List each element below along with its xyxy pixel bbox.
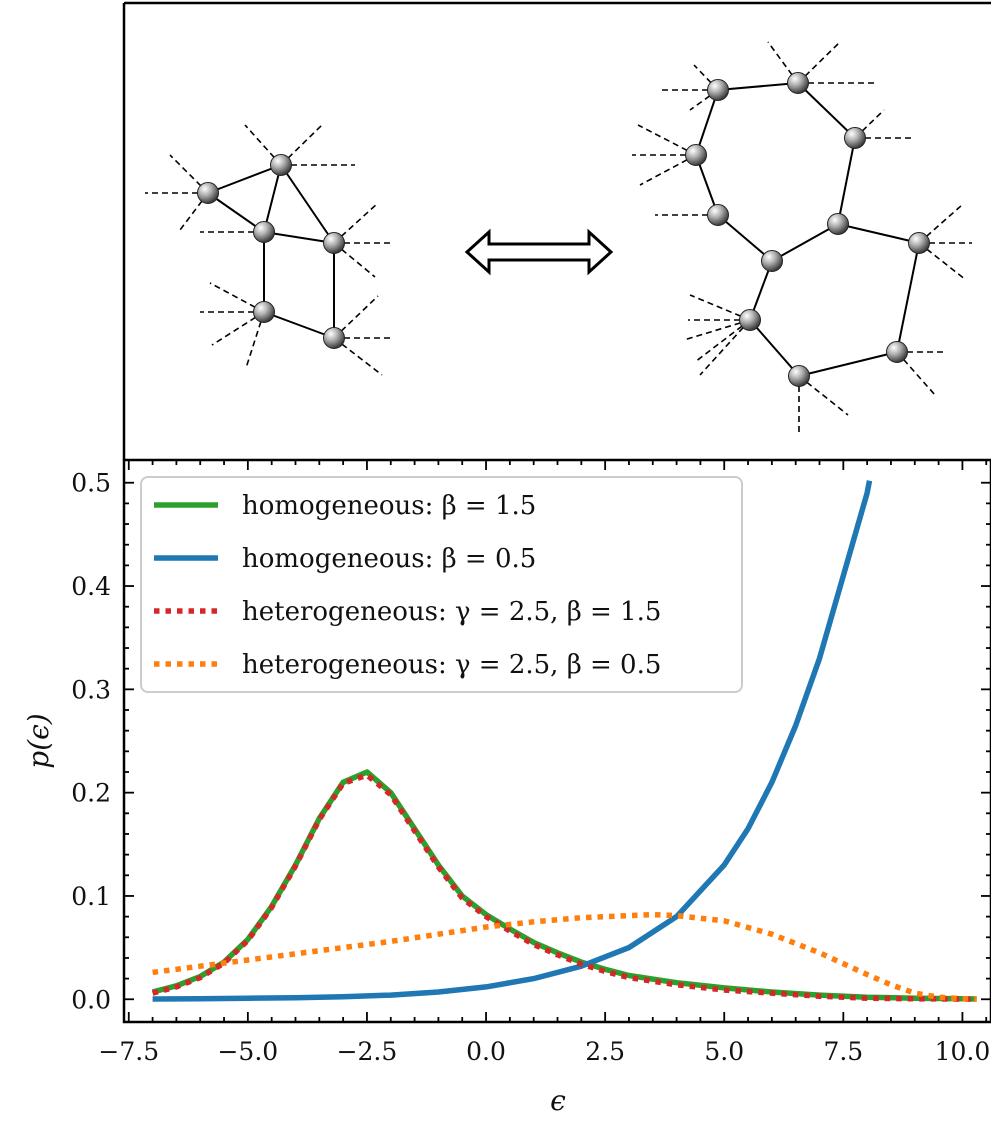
x-tick-label: 5.0 <box>704 1037 744 1066</box>
series-line-2 <box>151 772 977 1002</box>
small-network-dangling-link <box>169 154 209 194</box>
small-network-node <box>270 154 292 176</box>
x-axis-label: ϵ <box>550 1084 566 1117</box>
series-line-1 <box>152 480 873 1002</box>
small-network-dangling-link <box>179 192 209 231</box>
double-arrow-icon <box>464 228 614 276</box>
y-tick-label: 0.3 <box>71 675 111 704</box>
x-tick-label: 7.5 <box>823 1037 863 1066</box>
large-network-node <box>761 250 783 272</box>
large-network-edge <box>695 89 719 156</box>
small-network-node <box>197 182 219 204</box>
ticks-layer <box>124 460 991 1022</box>
large-network-node <box>827 213 849 235</box>
large-network-edge <box>717 214 773 262</box>
large-network-edge <box>717 82 799 91</box>
small-network-dangling-link <box>333 242 376 278</box>
small-network-edge <box>263 311 335 339</box>
large-network-node <box>788 365 810 387</box>
large-network-node <box>707 79 729 101</box>
y-tick-label: 0.2 <box>71 779 111 808</box>
small-network-dangling-link <box>244 124 282 166</box>
large-network-edge <box>837 137 856 225</box>
legend-items: homogeneous: β = 1.5 homogeneous: β = 0.5… <box>154 491 661 680</box>
large-network-edge <box>749 319 800 377</box>
large-network-dangling-link <box>694 319 751 363</box>
y-tick-label: 0.1 <box>71 882 111 911</box>
large-network-node <box>685 144 707 166</box>
large-network-node <box>886 341 908 363</box>
y-tick-label: 0.4 <box>71 572 111 601</box>
large-network-node <box>787 72 809 94</box>
small-network-edge <box>280 164 335 244</box>
small-network-node <box>253 301 275 323</box>
diagram-nodes <box>197 72 930 387</box>
small-network-node <box>253 221 275 243</box>
small-network-edge <box>263 164 282 233</box>
x-tick-label: −2.5 <box>337 1037 398 1066</box>
large-network-edge <box>896 242 920 353</box>
large-network-dangling-link <box>767 41 799 84</box>
large-network-dangling-link <box>854 109 885 139</box>
small-network-edge <box>207 192 265 233</box>
y-tick-label: 0.0 <box>71 985 111 1014</box>
large-network-dangling-link <box>699 319 751 376</box>
small-network-edge <box>207 164 282 194</box>
x-tick-label: −5.0 <box>217 1037 278 1066</box>
series-layer <box>151 480 977 1002</box>
diagram-edges <box>207 82 920 377</box>
series-line-0 <box>151 769 977 1002</box>
small-network-edge <box>263 231 335 244</box>
small-network-node <box>323 232 345 254</box>
tick-labels-layer: −7.5 −5.0 −2.5 0.0 2.5 5.0 7.5 10.0 0.0 0.1 0.2 0.3… <box>71 469 990 1066</box>
large-network-edge <box>771 223 839 262</box>
small-network-node <box>323 327 345 349</box>
large-network-edge <box>837 223 920 244</box>
legend-label-1: homogeneous: β = 0.5 <box>242 544 536 574</box>
legend: homogeneous: β = 1.5 homogeneous: β = 0.5… <box>140 476 743 693</box>
large-network-node <box>844 127 866 149</box>
large-network-node <box>739 309 761 331</box>
large-network-node <box>908 232 930 254</box>
legend-label-3: heterogeneous: γ = 2.5, β = 0.5 <box>242 650 661 680</box>
large-network-edge <box>798 351 898 377</box>
y-tick-label: 0.5 <box>71 469 111 498</box>
large-network-edge <box>797 82 856 139</box>
network-diagram-panel <box>122 1 991 460</box>
large-network-dangling-link <box>683 319 751 341</box>
x-tick-label: −7.5 <box>98 1037 159 1066</box>
x-tick-label: 2.5 <box>585 1037 625 1066</box>
x-tick-label: 10.0 <box>935 1037 991 1066</box>
legend-label-2: heterogeneous: γ = 2.5, β = 1.5 <box>242 597 661 627</box>
legend-box <box>140 476 743 693</box>
chart-panel: −7.5 −5.0 −2.5 0.0 2.5 5.0 7.5 10.0 0.0 0.1 0.2 0.3… <box>22 458 991 1117</box>
legend-label-0: homogeneous: β = 1.5 <box>242 491 536 521</box>
large-network-node <box>707 204 729 226</box>
y-axis-label: p(ϵ) <box>22 713 55 768</box>
x-tick-label: 0.0 <box>466 1037 506 1066</box>
